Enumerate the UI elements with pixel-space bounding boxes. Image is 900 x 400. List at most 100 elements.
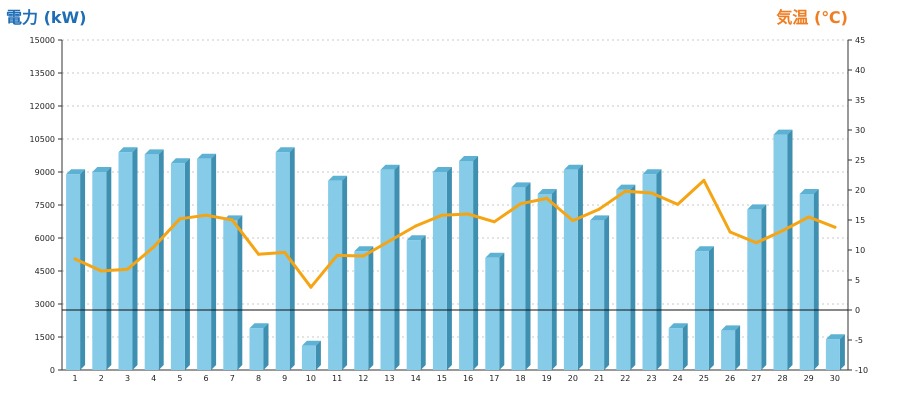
bar	[825, 339, 840, 370]
bar	[223, 220, 238, 370]
y-tick-label: 3000	[35, 300, 55, 309]
x-tick-label: 26	[725, 374, 735, 383]
y-tick-label: 13500	[30, 69, 55, 78]
bar-top	[328, 175, 348, 181]
y-tick-label: 9000	[35, 168, 55, 177]
bar-top	[406, 235, 426, 241]
temperature-line	[73, 178, 837, 289]
bar-top	[747, 204, 767, 210]
bar-top	[249, 323, 269, 329]
x-tick-label: 23	[646, 374, 656, 383]
temperature-point	[309, 285, 313, 289]
bar-top	[92, 167, 112, 172]
temperature-point	[623, 189, 627, 193]
bar-side	[682, 323, 688, 370]
temperature-point	[204, 213, 208, 217]
bar-top	[799, 189, 819, 194]
bar	[66, 174, 81, 370]
temperature-point	[440, 213, 444, 217]
bar-side	[551, 189, 557, 370]
temperature-point	[230, 218, 234, 222]
bar-top	[197, 153, 217, 159]
x-tick-label: 25	[699, 374, 709, 383]
x-tick-label: 19	[542, 374, 552, 383]
bar-top	[275, 147, 295, 153]
bar	[511, 187, 526, 370]
y2-tick-label: 20	[855, 186, 865, 195]
bar	[721, 330, 736, 370]
temperature-point	[728, 230, 732, 234]
bar	[197, 158, 212, 370]
bar-side	[184, 158, 190, 370]
y2-tick-label: -5	[855, 336, 863, 345]
bar	[170, 163, 185, 370]
bar-top	[616, 184, 636, 190]
y2-tick-label: 0	[855, 306, 860, 315]
bar-top	[668, 323, 688, 329]
bar	[406, 240, 421, 370]
y2-tick-label: 45	[855, 36, 865, 45]
bar-top	[721, 325, 741, 331]
x-tick-label: 6	[204, 374, 209, 383]
bar-side	[289, 147, 295, 370]
bar-top	[144, 149, 164, 155]
x-tick-label: 21	[594, 374, 604, 383]
temperature-point	[99, 269, 103, 273]
bar	[537, 194, 552, 370]
bar-top	[118, 147, 138, 153]
temperature-point	[833, 225, 837, 229]
bar-top	[380, 164, 400, 170]
bar-side	[237, 215, 243, 370]
bar-side	[315, 340, 321, 370]
x-tick-label: 16	[463, 374, 473, 383]
y-tick-label: 7500	[35, 201, 55, 210]
bar-side	[132, 147, 138, 370]
temperature-point	[126, 267, 129, 271]
y2-tick-label: 30	[855, 126, 865, 135]
y-tick-label: 4500	[35, 267, 55, 276]
temperature-point	[335, 253, 339, 257]
bar-top	[66, 169, 86, 175]
bar-side	[158, 149, 164, 370]
y2-tick-label: 40	[855, 66, 865, 75]
temperature-point	[466, 212, 470, 216]
bar	[354, 251, 369, 370]
y-tick-label: 10500	[30, 135, 55, 144]
bar-side	[708, 246, 714, 370]
x-tick-label: 18	[515, 374, 525, 383]
y2-tick-label: -10	[855, 366, 868, 375]
bar	[747, 209, 762, 370]
bar	[694, 251, 709, 370]
temperature-point	[388, 239, 391, 243]
x-tick-label: 5	[177, 374, 182, 383]
x-tick-label: 20	[568, 374, 578, 383]
bar	[118, 152, 133, 370]
bar-top	[432, 167, 452, 172]
bar-top	[694, 246, 714, 252]
x-tick-label: 28	[777, 374, 787, 383]
bar-side	[525, 182, 531, 370]
x-tick-label: 9	[282, 374, 287, 383]
bar-top	[537, 189, 557, 194]
bar-side	[80, 169, 86, 370]
y-tick-label: 15000	[30, 36, 55, 45]
x-tick-label: 24	[673, 374, 683, 383]
bar-top	[485, 252, 505, 258]
bar-top	[642, 169, 662, 175]
bar-top	[563, 164, 583, 170]
y-tick-label: 12000	[30, 102, 55, 111]
x-tick-label: 4	[151, 374, 156, 383]
temperature-point	[807, 215, 811, 219]
x-tick-label: 11	[332, 374, 342, 383]
bar-top	[170, 158, 190, 164]
bar	[616, 189, 631, 370]
bar-side	[604, 215, 610, 370]
temperature-point	[152, 245, 156, 249]
y-tick-label: 6000	[35, 234, 55, 243]
x-tick-label: 22	[620, 374, 630, 383]
bar	[432, 172, 447, 370]
bar-side	[342, 175, 348, 370]
y2-tick-label: 25	[855, 156, 865, 165]
bar	[380, 169, 395, 370]
